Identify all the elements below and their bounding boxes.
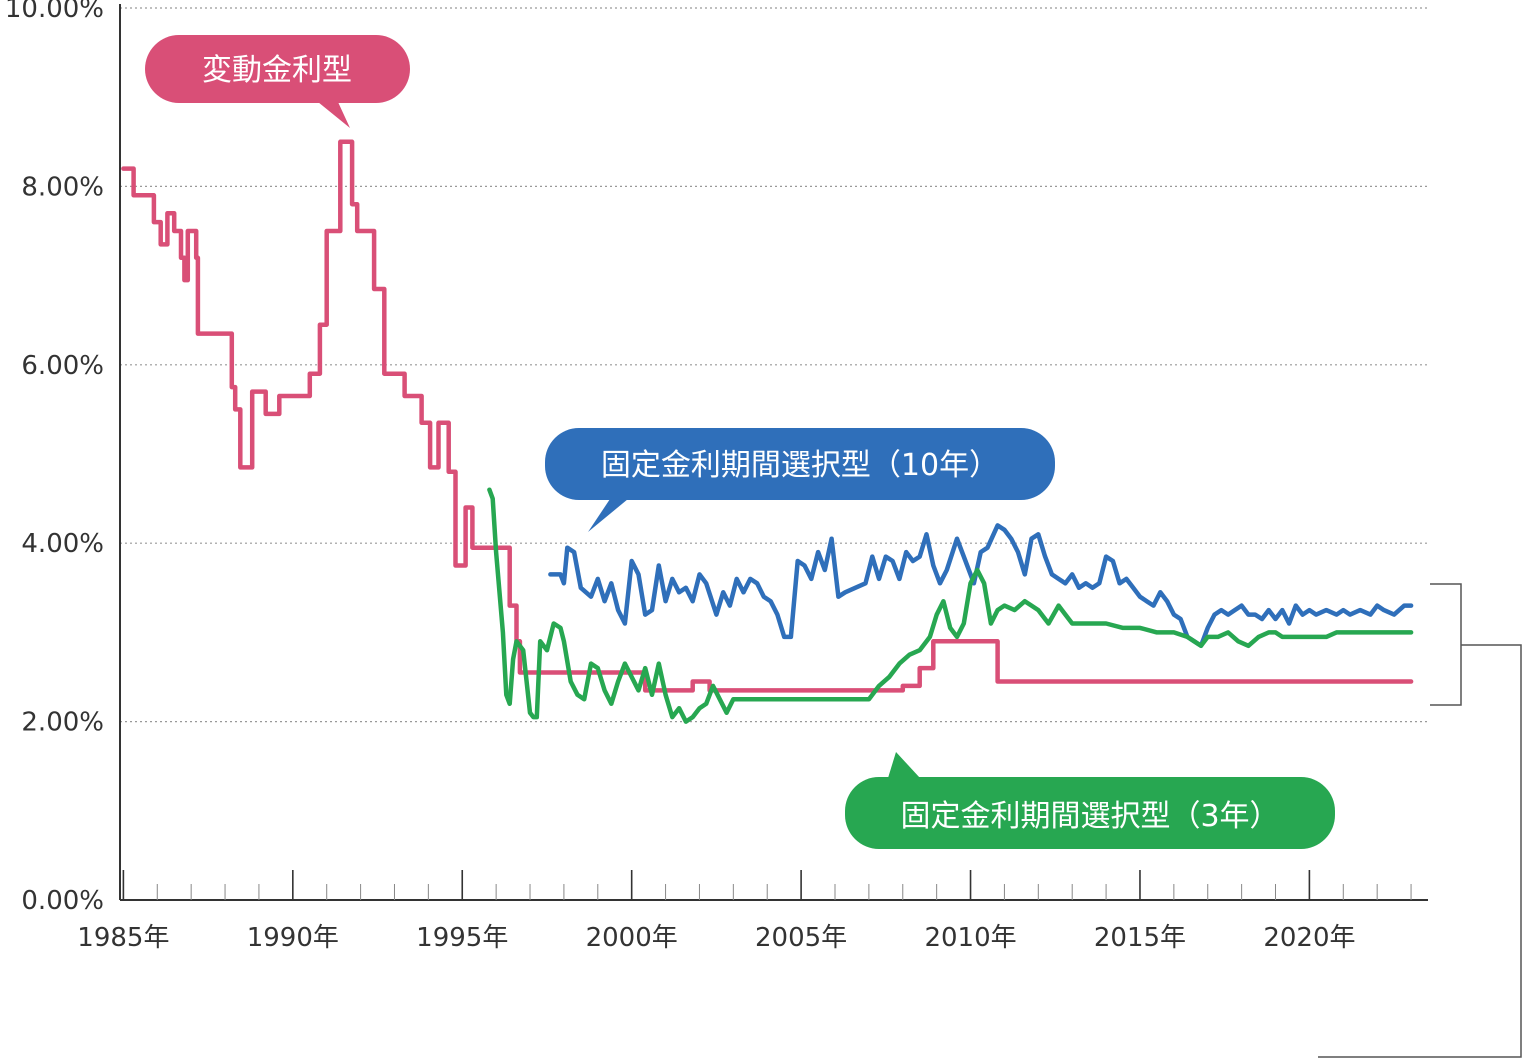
callout-bubble-variable [145, 35, 410, 103]
series-line-variable [121, 139, 1414, 693]
x-tick-label: 2020年 [1263, 923, 1355, 953]
callout-tail-fixed3 [888, 752, 920, 778]
x-tick-label: 2000年 [586, 923, 678, 953]
x-tick-label: 1985年 [77, 923, 169, 953]
axes: 0.00% 2.00% 4.00% 6.00% 8.00% 10.00% 1985年 1990… [5, 0, 1428, 953]
y-tick-label: 8.00% [21, 172, 104, 202]
bracket-line [1318, 583, 1522, 1058]
grid-lines [120, 7, 1428, 723]
x-tick-label: 2010年 [924, 923, 1016, 953]
callout-bubble-fixed3 [845, 777, 1335, 849]
y-tick-label: 6.00% [21, 351, 104, 381]
x-tick-label: 2015年 [1094, 923, 1186, 953]
y-tick-label: 4.00% [21, 529, 104, 559]
callout-tail-fixed10 [588, 499, 628, 532]
x-tick-label: 1995年 [416, 923, 508, 953]
series-line-fixed3 [487, 487, 1414, 724]
callout-bubble-fixed10 [545, 428, 1055, 500]
range-bracket [1318, 583, 1522, 1058]
y-tick-label: 0.00% [21, 886, 104, 916]
x-tick-label: 1990年 [247, 923, 339, 953]
x-tick-label: 2005年 [755, 923, 847, 953]
callout-label-fixed10: 固定金利期間選択型（10年） [601, 448, 999, 483]
series-line-fixed10 [548, 523, 1414, 649]
callout-tail-variable [318, 102, 350, 128]
callout-label-fixed3: 固定金利期間選択型（3年） [900, 799, 1279, 834]
y-tick-label: 2.00% [21, 708, 104, 738]
y-tick-label: 10.00% [5, 0, 104, 24]
series-lines [121, 139, 1414, 724]
callout-label-variable: 変動金利型 [202, 53, 352, 88]
